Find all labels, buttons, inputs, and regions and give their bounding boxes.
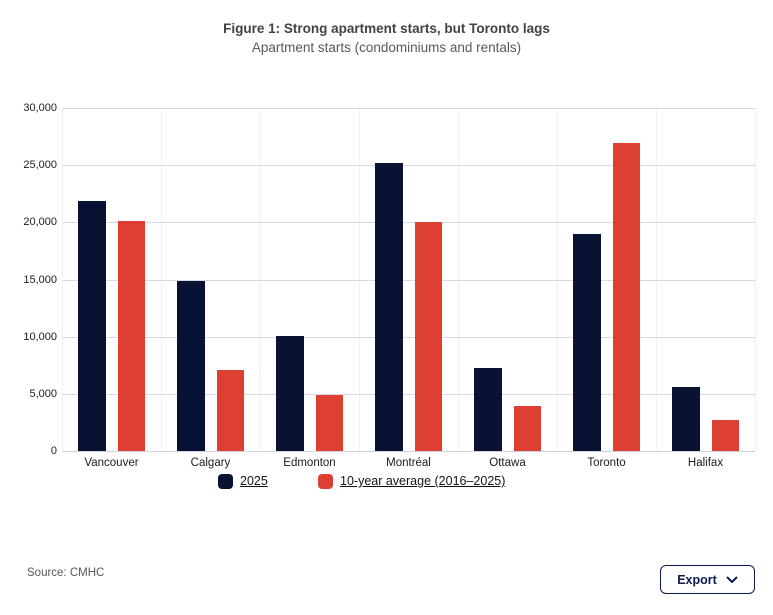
bar-2025[interactable] — [474, 367, 502, 451]
bar-2025[interactable] — [573, 233, 601, 451]
y-gridline — [62, 108, 755, 109]
bar-10yr-average[interactable] — [513, 406, 541, 451]
legend-swatch-2025 — [218, 473, 233, 489]
legend-label-2025: 2025 — [240, 474, 268, 488]
bar-10yr-average[interactable] — [612, 143, 640, 451]
bar-10yr-average[interactable] — [117, 221, 145, 451]
y-gridline — [62, 451, 755, 452]
export-button[interactable]: Export — [660, 565, 755, 594]
bar-10yr-average[interactable] — [315, 394, 343, 451]
export-button-label: Export — [677, 572, 717, 587]
bar-2025[interactable] — [672, 386, 700, 451]
y-tick-label: 15,000 — [23, 273, 57, 286]
chart-header: Figure 1: Strong apartment starts, but T… — [0, 20, 773, 57]
x-gridline — [755, 108, 756, 451]
legend-label-10yr-average: 10-year average (2016–2025) — [340, 474, 506, 488]
bar-2025[interactable] — [78, 200, 106, 451]
chart-subtitle: Apartment starts (condominiums and renta… — [251, 40, 522, 55]
chart-title: Figure 1: Strong apartment starts, but T… — [223, 21, 550, 36]
bar-10yr-average[interactable] — [414, 222, 442, 451]
y-gridline — [62, 393, 755, 395]
y-gridline — [62, 279, 755, 281]
y-gridline — [62, 336, 755, 338]
source-note: Source: CMHC — [27, 567, 105, 579]
y-tick-label: 30,000 — [23, 102, 57, 114]
y-tick-label: 20,000 — [23, 216, 57, 229]
x-axis-label: Vancouver — [84, 457, 139, 469]
legend-item-2025[interactable]: 2025 — [218, 473, 268, 489]
x-axis-label: Edmonton — [283, 457, 336, 469]
bar-2025[interactable] — [177, 280, 205, 451]
y-tick-label: 10,000 — [23, 330, 57, 343]
x-axis-label: Montréal — [386, 457, 431, 469]
bar-10yr-average[interactable] — [711, 420, 739, 451]
x-axis-label: Calgary — [190, 457, 231, 469]
x-axis-label: Ottawa — [489, 457, 526, 469]
chevron-down-icon — [726, 576, 738, 583]
y-gridline — [62, 222, 755, 224]
bar-10yr-average[interactable] — [216, 369, 244, 451]
x-axis-label: Halifax — [687, 457, 724, 469]
x-axis-label: Toronto — [587, 457, 626, 469]
y-tick-label: 0 — [50, 445, 57, 457]
bar-2025[interactable] — [276, 335, 304, 451]
y-tick-label: 5,000 — [29, 387, 57, 400]
legend-swatch-10yr-average — [318, 473, 333, 489]
y-tick-label: 25,000 — [23, 159, 57, 172]
y-gridline — [62, 165, 755, 167]
bar-2025[interactable] — [375, 162, 403, 451]
legend-item-10yr-average[interactable]: 10-year average (2016–2025) — [318, 473, 505, 489]
